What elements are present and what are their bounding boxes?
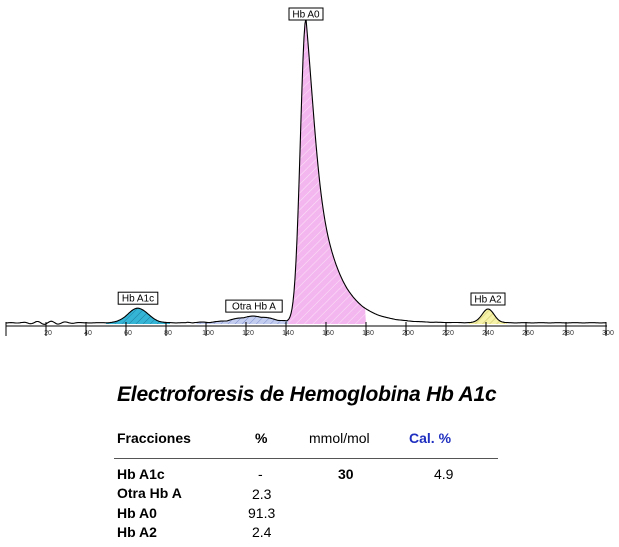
svg-text:Hb A1c: Hb A1c: [122, 294, 154, 305]
x-tick-label-60: 60: [124, 330, 132, 337]
svg-text:Hb A0: Hb A0: [292, 10, 320, 21]
report-title: Electroforesis de Hemoglobina Hb A1c: [117, 383, 497, 406]
header-rule: [114, 458, 498, 459]
header-mmol: mmol/mol: [309, 430, 370, 446]
peak-area-hb-a0: [288, 19, 366, 324]
row-percent-hb-a0: 91.3: [248, 505, 276, 521]
x-tick-label-200: 200: [402, 330, 414, 337]
x-tick-label-40: 40: [84, 330, 92, 337]
x-tick-label-280: 280: [562, 330, 574, 337]
svg-text:Otra Hb A: Otra Hb A: [232, 302, 276, 313]
x-tick-label-160: 160: [322, 330, 334, 337]
x-tick-label-20: 20: [44, 330, 52, 337]
peak-label-otra-hb-a: Otra Hb A: [225, 299, 283, 313]
x-tick-label-260: 260: [522, 330, 534, 337]
row-name-hb-a1c: Hb A1c: [117, 466, 165, 482]
header-cal: Cal. %: [409, 430, 452, 446]
row-name-hb-a0: Hb A0: [117, 505, 157, 521]
x-tick-label-220: 220: [442, 330, 454, 337]
peak-area-hb-a1c: [106, 308, 170, 324]
electrophoresis-chart: 20 40 60 80 100 120 140 160 180 200 220 240 260 280 30…: [5, 7, 614, 337]
x-tick-label-80: 80: [164, 330, 172, 337]
peak-label-hb-a2: Hb A2: [470, 292, 506, 306]
row-percent-hb-a1c: -: [258, 466, 263, 482]
header-fractions: Fracciones: [117, 430, 191, 446]
x-tick-label-120: 120: [242, 330, 254, 337]
x-tick-label-100: 100: [202, 330, 214, 337]
header-percent: %: [255, 430, 268, 446]
x-tick-label-300: 300: [602, 330, 614, 337]
row-percent-hb-a2: 2.4: [252, 524, 272, 540]
peak-label-hb-a1c: Hb A1c: [117, 291, 159, 305]
peak-area-otra-hb-a: [196, 20, 312, 325]
peak-label-hb-a0: Hb A0: [288, 7, 324, 21]
x-tick-label-240: 240: [482, 330, 494, 337]
header-mmol-text: mmol/mol: [309, 430, 370, 446]
row-percent-otra-hb-a: 2.3: [252, 486, 272, 502]
row-name-hb-a2: Hb A2: [117, 524, 157, 540]
x-tick-label-180: 180: [362, 330, 374, 337]
row-name-otra-hb-a: Otra Hb A: [117, 485, 182, 501]
row-mmol-hb-a1c: 30: [338, 466, 354, 482]
peak-area-hb-a2: [468, 309, 508, 324]
svg-text:Hb A2: Hb A2: [474, 295, 502, 306]
row-cal-hb-a1c: 4.9: [434, 466, 454, 482]
x-tick-label-140: 140: [282, 330, 294, 337]
x-axis-ticks: 20 40 60 80 100 120 140 160 180 200 220 240 260 280 30…: [5, 322, 614, 337]
